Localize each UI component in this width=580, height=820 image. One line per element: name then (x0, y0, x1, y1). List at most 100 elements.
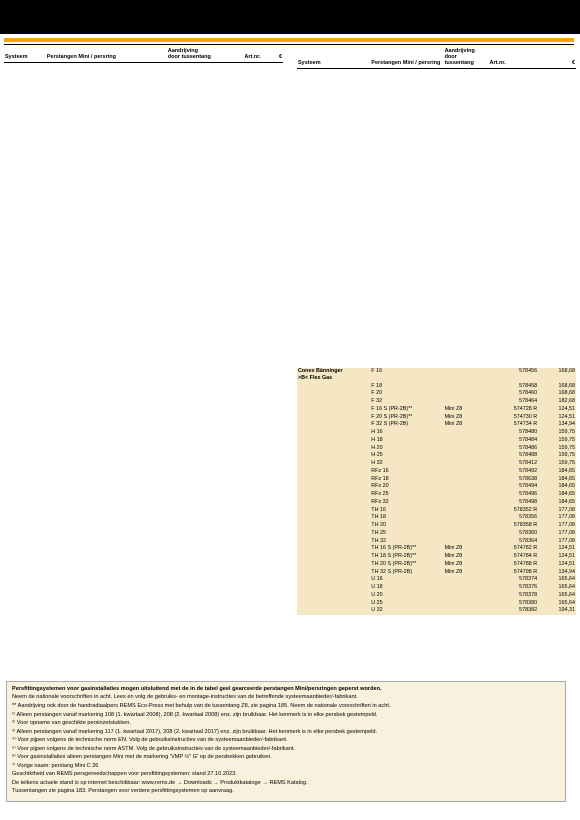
cell-drive (444, 506, 489, 514)
cell-drive (444, 436, 489, 444)
table-row: RFz 18578638184,65 (297, 475, 576, 483)
cell-artnr: 578488 (488, 452, 538, 460)
cell-spec: TH 18 S (PR-2B)** (370, 553, 443, 561)
table-row: RFz 16578492184,65 (297, 467, 576, 475)
right-table: Systeem Perstangen Mini / persring Aandr… (297, 45, 576, 615)
footnote-line: ⁶⁾ Voor gasinstallaties alleen perstange… (12, 754, 560, 762)
cell-price: 134,94 (538, 421, 576, 429)
footnote-line: Geschiktheid van REMS persgereedschappen… (12, 771, 560, 779)
cell-price: 134,94 (538, 568, 576, 576)
cell-artnr: 578498 (488, 498, 538, 506)
cell-price: 165,64 (538, 584, 576, 592)
footnote-line: De telkens actuele stand is op internet … (12, 780, 560, 788)
cell-spec: F 16 S (PR-2B)** (370, 405, 443, 413)
cell-spec: F 32 (370, 398, 443, 406)
table-row: RFz 20578494184,65 (297, 483, 576, 491)
cell-system (297, 576, 370, 584)
cell-drive: Mini Z8 (444, 545, 489, 553)
cell-system (297, 382, 370, 390)
cell-spec: TH 32 (370, 537, 443, 545)
footnote-line: ³⁾ Alleen perstangen vanaf markering 117… (12, 729, 560, 737)
cell-drive (444, 483, 489, 491)
cell-spec: H 25 (370, 452, 443, 460)
cell-drive (444, 498, 489, 506)
cell-drive (444, 368, 489, 383)
col-euro: € (274, 45, 283, 63)
cell-system (297, 584, 370, 592)
table-row: U 18578376165,64 (297, 584, 576, 592)
cell-drive: Mini Z8 (444, 560, 489, 568)
cell-system (297, 537, 370, 545)
cell-spec: U 16 (370, 576, 443, 584)
cell-spec: H 16 (370, 429, 443, 437)
table-row: H 16578480159,75 (297, 429, 576, 437)
cell-system (297, 498, 370, 506)
table-row: H 25578488159,75 (297, 452, 576, 460)
cell-drive (444, 429, 489, 437)
cell-artnr: 578374 (488, 576, 538, 584)
cell-spec: TH 18 (370, 514, 443, 522)
cell-price: 184,65 (538, 475, 576, 483)
cell-spec: F 18 (370, 382, 443, 390)
cell-price: 159,75 (538, 460, 576, 468)
cell-system (297, 514, 370, 522)
cell-drive (444, 529, 489, 537)
cell-drive (444, 584, 489, 592)
cell-spec: TH 25 (370, 529, 443, 537)
cell-drive (444, 444, 489, 452)
left-column: Systeem Perstangen Mini / persring Aandr… (4, 45, 290, 615)
cell-drive: Mini Z8 (444, 553, 489, 561)
cell-system (297, 607, 370, 615)
cell-artnr: 574730 R (488, 413, 538, 421)
cell-artnr: 578356 (488, 514, 538, 522)
footnote-line: ²⁾ Voor opname van geschikte persinzetst… (12, 720, 560, 728)
page: Systeem Perstangen Mini / persring Aandr… (0, 0, 580, 820)
cell-spec: RFz 20 (370, 483, 443, 491)
cell-drive (444, 467, 489, 475)
cell-price: 177,08 (538, 522, 576, 530)
table-row: H 18578484159,75 (297, 436, 576, 444)
table-row: F 16 S (PR-2B)**Mini Z8574728 R124,51 (297, 405, 576, 413)
cell-spec: H 32 (370, 460, 443, 468)
cell-artnr: 578364 (488, 537, 538, 545)
col-systeem: Systeem (4, 45, 46, 63)
cell-system (297, 475, 370, 483)
cell-artnr: 574728 R (488, 405, 538, 413)
cell-price: 177,08 (538, 514, 576, 522)
cell-drive (444, 591, 489, 599)
cell-drive (444, 576, 489, 584)
col-aandrijving: Aandrijving door tussentang (444, 45, 489, 69)
cell-system (297, 467, 370, 475)
cell-price: 124,51 (538, 405, 576, 413)
table-row: F 20578460168,68 (297, 390, 576, 398)
table-row: TH 32 S (PR-2B)Mini Z8574798 R134,94 (297, 568, 576, 576)
cell-drive: Mini Z8 (444, 421, 489, 429)
cell-artnr: 578458 (488, 382, 538, 390)
footnote-line: ** Aandrijving ook door de handradiaalpe… (12, 703, 560, 711)
cell-artnr: 578456 (488, 368, 538, 383)
cell-spec: TH 20 (370, 522, 443, 530)
cell-price: 165,64 (538, 599, 576, 607)
footnote-line: Tussentangen zie pagina 183. Perstangen … (12, 788, 560, 796)
top-black-band (0, 0, 580, 34)
cell-spec: H 18 (370, 436, 443, 444)
cell-artnr: 574784 R (488, 553, 538, 561)
cell-artnr: 578352 R (488, 506, 538, 514)
table-row: F 18578458168,68 (297, 382, 576, 390)
footnote-line: Neem de nationale voorschriften in acht.… (12, 694, 560, 702)
table-row: RFz 25578496184,65 (297, 491, 576, 499)
cell-system (297, 452, 370, 460)
cell-price: 165,64 (538, 576, 576, 584)
col-perstangen: Perstangen Mini / persring (46, 45, 167, 63)
table-row: F 32 S (PR-2B)Mini Z8574734 R134,94 (297, 421, 576, 429)
cell-spec: RFz 16 (370, 467, 443, 475)
cell-artnr: 578358 R (488, 522, 538, 530)
left-spacer (4, 63, 283, 493)
cell-system (297, 560, 370, 568)
cell-spec: RFz 18 (370, 475, 443, 483)
cell-spec: F 32 S (PR-2B) (370, 421, 443, 429)
cell-artnr: 574798 R (488, 568, 538, 576)
cell-artnr: 574782 R (488, 545, 538, 553)
cell-system (297, 522, 370, 530)
footnote-line: Persfittingsystemen voor gasinstallaties… (12, 686, 560, 694)
